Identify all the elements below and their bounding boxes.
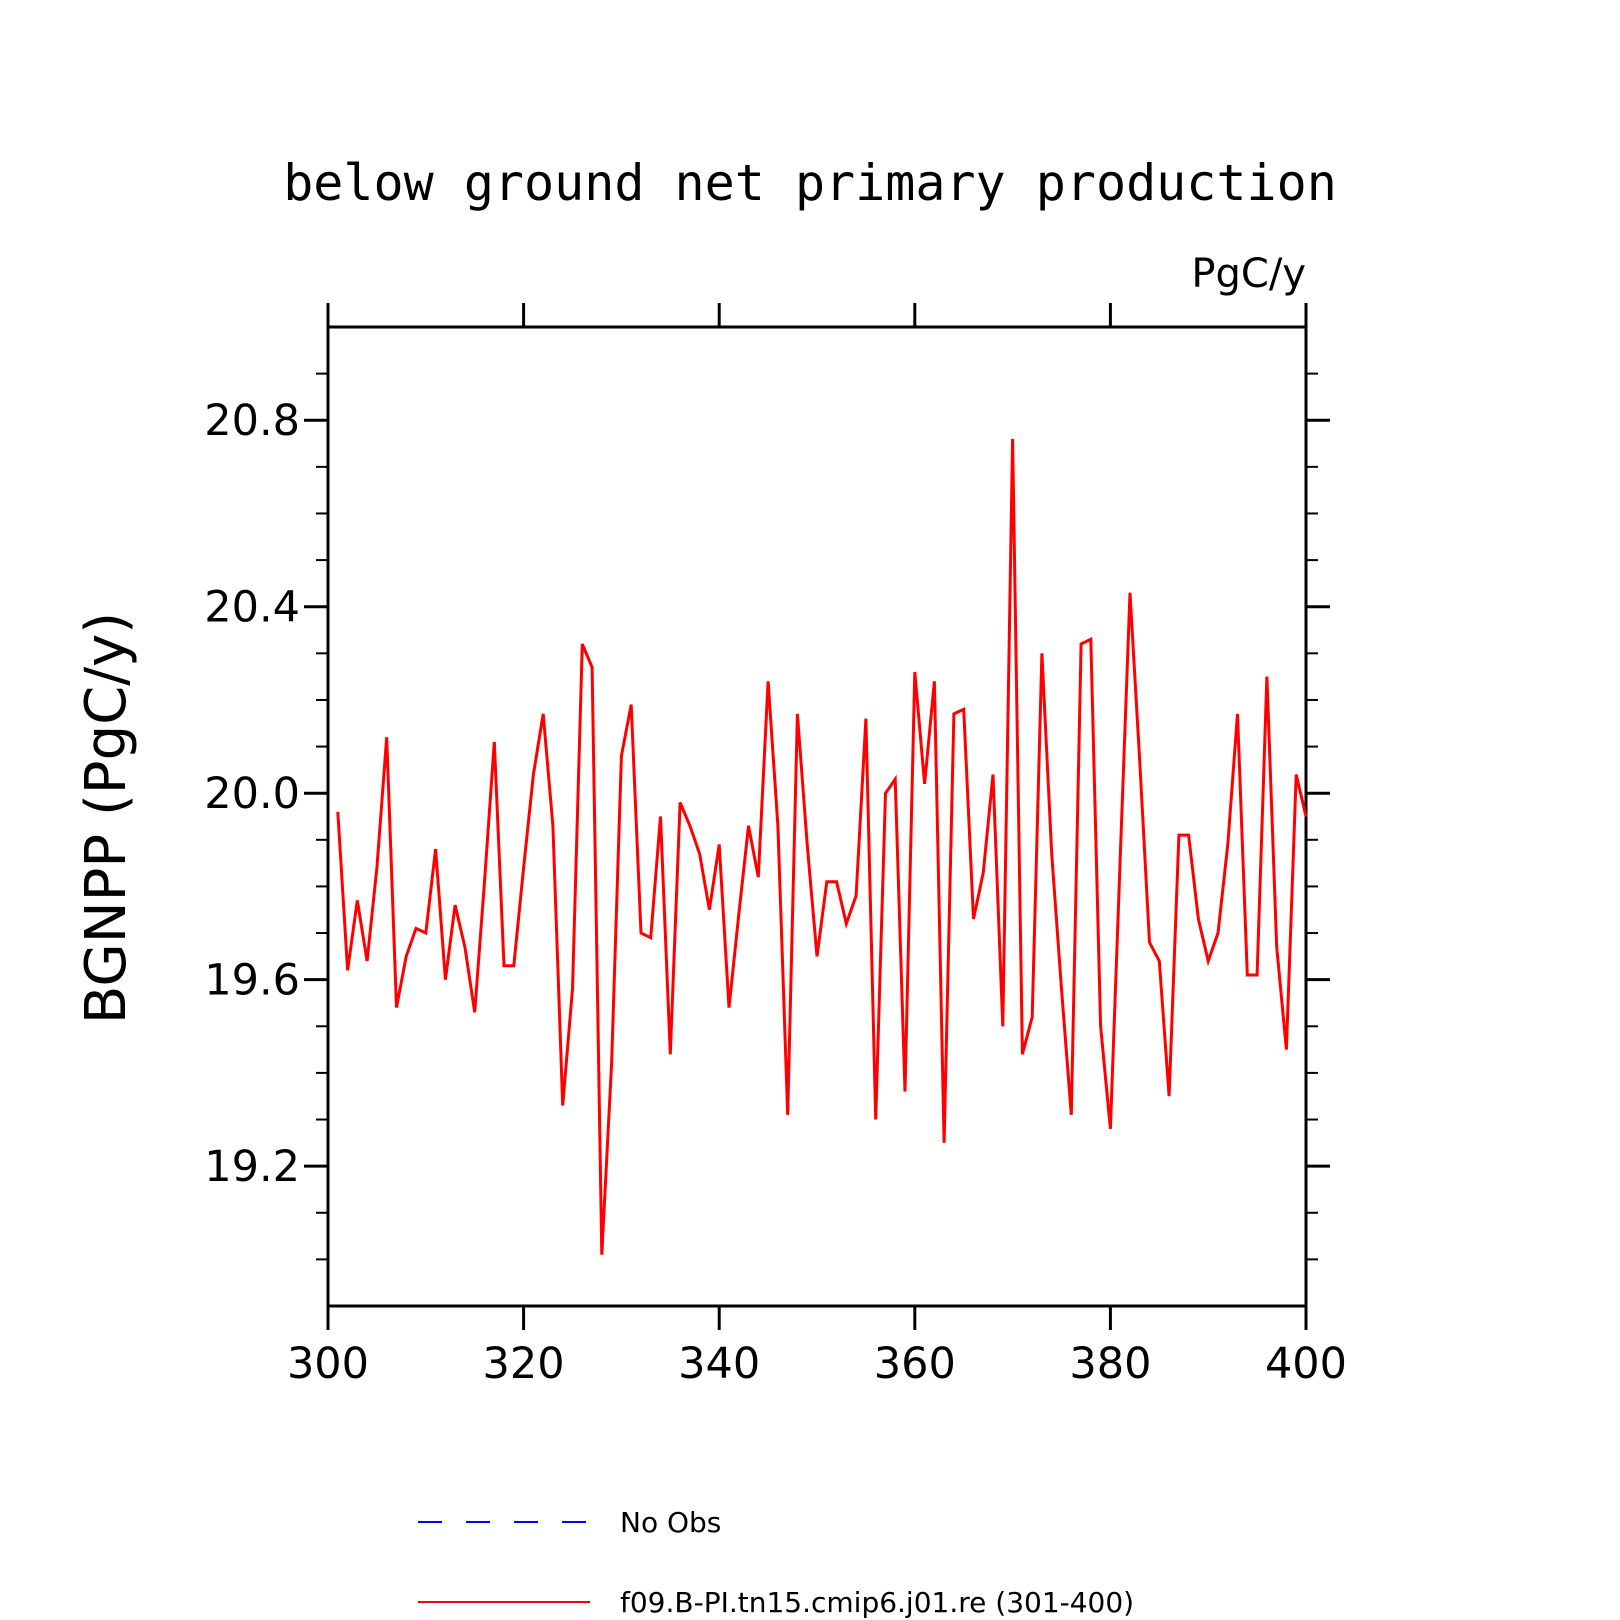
y-tick-labels: 19.2 19.6 20.0 20.4 20.8 (204, 396, 300, 1192)
chart-title: below ground net primary production (283, 154, 1337, 212)
units-label: PgC/y (1191, 251, 1306, 297)
x-tick-label: 340 (678, 1339, 760, 1389)
legend: No Obs f09.B-PI.tn15.cmip6.j01.re (301-4… (418, 1506, 1134, 1619)
series-line-model (336, 438, 1308, 1255)
y-tick-label: 20.0 (204, 769, 300, 819)
y-tick-label: 20.4 (204, 583, 300, 633)
tick-marks (304, 303, 1330, 1330)
x-tick-label: 400 (1265, 1339, 1347, 1389)
x-tick-label: 300 (287, 1339, 369, 1389)
legend-label-no-obs: No Obs (620, 1506, 721, 1539)
series-layer (336, 438, 1308, 1255)
x-tick-label: 360 (874, 1339, 956, 1389)
y-axis-label: BGNPP (PgC/y) (74, 612, 139, 1024)
plot-frame (326, 325, 1308, 1308)
plot-axes (326, 325, 1308, 1308)
x-tick-labels: 300 320 340 360 380 400 (287, 1339, 1347, 1389)
y-tick-label: 19.2 (204, 1142, 300, 1192)
legend-label-model: f09.B-PI.tn15.cmip6.j01.re (301-400) (620, 1586, 1134, 1619)
y-tick-label: 19.6 (204, 956, 300, 1006)
x-tick-label: 380 (1069, 1339, 1151, 1389)
x-tick-label: 320 (483, 1339, 565, 1389)
y-tick-label: 20.8 (204, 396, 300, 446)
